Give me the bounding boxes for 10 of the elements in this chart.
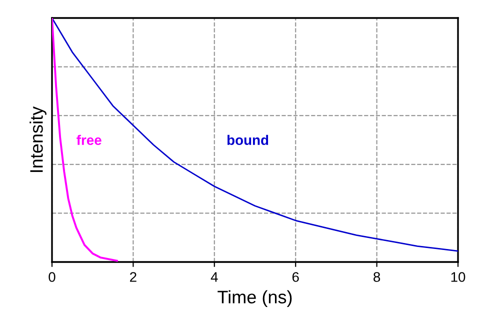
y-axis-title: Intensity: [30, 106, 46, 172]
x-tick-label: 4: [210, 272, 218, 282]
x-axis-title: Time (ns): [218, 290, 292, 308]
text: bound: [227, 134, 268, 146]
series-label: free: [76, 134, 102, 146]
x-tick-label: 2: [130, 272, 136, 282]
x-tick-label: 10: [451, 272, 466, 282]
x-tick-label: 8: [374, 272, 380, 282]
x-tick-label: 0: [48, 272, 56, 282]
x-tick-label: 6: [292, 272, 299, 282]
